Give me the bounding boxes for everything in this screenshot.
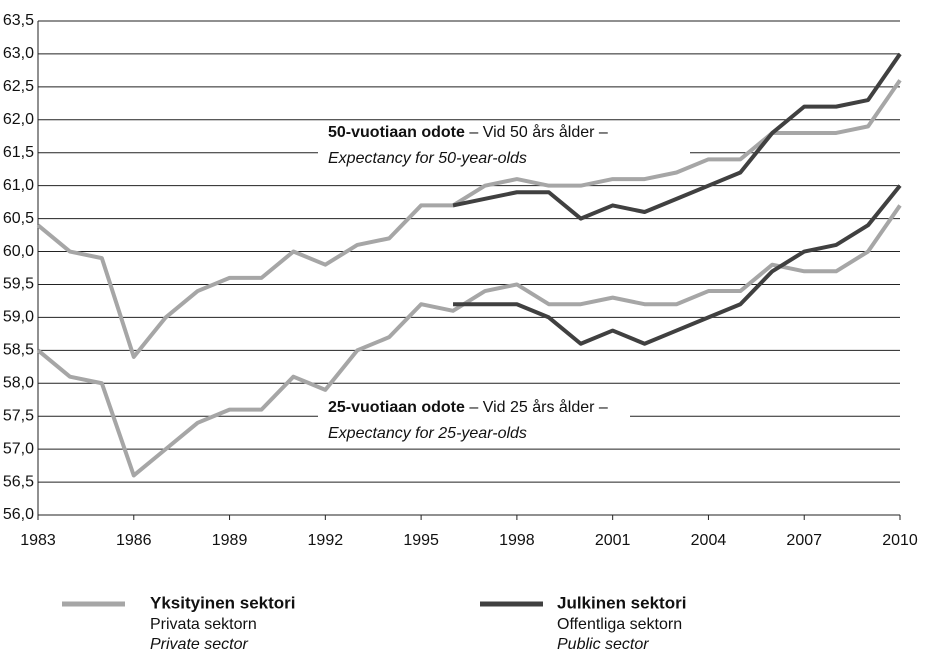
y-tick-label: 57,0 <box>3 440 34 457</box>
y-tick-label: 59,0 <box>3 309 34 326</box>
legend-label: Julkinen sektori <box>557 593 686 612</box>
annotation-bold: 25-vuotiaan odote <box>328 399 465 416</box>
x-tick-label: 1983 <box>20 532 56 549</box>
x-tick-label: 1998 <box>499 532 535 549</box>
data-line <box>453 184 902 346</box>
y-tick-label: 60,5 <box>3 210 34 227</box>
y-tick-label: 63,5 <box>3 12 34 29</box>
y-tick-label: 58,0 <box>3 374 34 391</box>
y-tick-label: 60,0 <box>3 243 34 260</box>
y-tick-label: 61,5 <box>3 144 34 161</box>
x-tick-label: 1989 <box>212 532 248 549</box>
y-tick-label: 63,0 <box>3 45 34 62</box>
x-tick-label: 2010 <box>882 532 918 549</box>
x-tick-label: 2007 <box>786 532 822 549</box>
y-tick-label: 62,5 <box>3 78 34 95</box>
annotation-text: – Vid 50 års ålder – <box>465 123 608 141</box>
x-tick-label: 1992 <box>308 532 344 549</box>
legend-label-en: Private sector <box>150 636 248 653</box>
x-tick-label: 2001 <box>595 532 631 549</box>
legend-label-sv: Offentliga sektorn <box>557 616 682 633</box>
y-tick-label: 61,0 <box>3 177 34 194</box>
legend-label-sv: Privata sektorn <box>150 616 257 633</box>
y-tick-label: 56,5 <box>3 473 34 490</box>
annotation-italic: Expectancy for 25-year-olds <box>328 425 527 442</box>
data-line <box>452 52 902 221</box>
annotation: 50-vuotiaan odote – Vid 50 års ålder – <box>328 123 608 141</box>
x-tick-label: 2004 <box>691 532 727 549</box>
annotation-box <box>318 396 630 448</box>
x-tick-label: 1986 <box>116 532 152 549</box>
legend-label-en: Public sector <box>557 636 649 653</box>
legend-label: Yksityinen sektori <box>150 593 296 612</box>
y-tick-label: 58,5 <box>3 342 34 359</box>
data-line <box>36 204 902 478</box>
annotation-italic: Expectancy for 50-year-olds <box>328 150 527 167</box>
y-tick-label: 57,5 <box>3 407 34 424</box>
data-line <box>36 79 902 359</box>
annotation-text: – Vid 25 års ålder – <box>465 398 608 416</box>
y-tick-label: 62,0 <box>3 111 34 128</box>
annotation: 25-vuotiaan odote – Vid 25 års ålder – <box>328 398 608 416</box>
annotation-bold: 50-vuotiaan odote <box>328 124 465 141</box>
y-tick-label: 59,5 <box>3 276 34 293</box>
y-tick-label: 56,0 <box>3 506 34 523</box>
x-tick-label: 1995 <box>403 532 439 549</box>
annotation-box <box>318 121 690 173</box>
